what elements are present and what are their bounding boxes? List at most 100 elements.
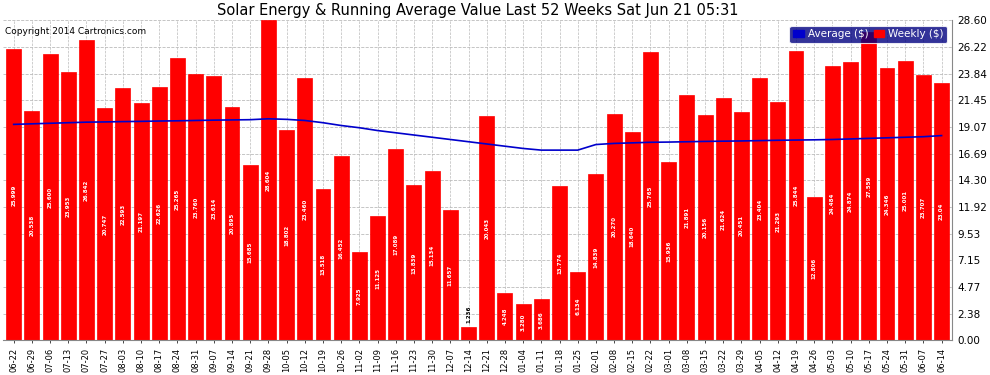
Bar [588,174,603,340]
Bar [425,171,440,340]
Text: 22.626: 22.626 [156,203,161,224]
Text: 20.043: 20.043 [484,217,489,239]
Text: 25.844: 25.844 [794,185,799,207]
Bar [734,111,748,340]
Bar [79,40,94,340]
Bar [570,272,585,340]
Bar [116,87,131,340]
Bar [516,304,531,340]
Bar [188,75,203,340]
Text: 25.001: 25.001 [903,190,908,211]
Text: 18.640: 18.640 [630,225,635,247]
Bar [916,75,931,340]
Bar [552,186,567,340]
Bar [388,149,403,340]
Bar [370,216,385,340]
Bar [625,132,640,340]
Text: 28.604: 28.604 [266,170,271,191]
Bar [243,165,257,340]
Text: 21.197: 21.197 [139,211,144,232]
Bar [60,72,75,341]
Bar [497,293,513,340]
Bar [752,78,767,340]
Text: 1.236: 1.236 [466,306,471,323]
Text: 16.452: 16.452 [339,238,344,259]
Bar [151,87,166,340]
Text: 20.895: 20.895 [230,213,235,234]
Text: 11.125: 11.125 [375,268,380,289]
Text: 4.248: 4.248 [502,308,508,326]
Text: Copyright 2014 Cartronics.com: Copyright 2014 Cartronics.com [5,27,146,36]
Text: 25.765: 25.765 [648,186,653,207]
Text: 23.614: 23.614 [211,198,217,219]
Bar [898,61,913,340]
Legend: Average ($), Weekly ($): Average ($), Weekly ($) [789,26,947,43]
Text: 3.280: 3.280 [521,313,526,331]
Text: 13.774: 13.774 [557,253,562,274]
Text: 23.953: 23.953 [65,196,70,217]
Bar [206,76,222,340]
Text: 20.270: 20.270 [612,216,617,237]
Bar [807,197,822,340]
Bar [770,102,785,340]
Text: 25.999: 25.999 [11,184,16,206]
Text: 15.134: 15.134 [430,245,435,266]
Text: 11.657: 11.657 [447,264,452,286]
Bar [407,186,422,340]
Bar [170,58,185,340]
Bar [716,98,731,340]
Text: 23.460: 23.460 [302,198,307,220]
Text: 21.891: 21.891 [684,207,689,228]
Bar [789,51,804,340]
Bar [261,20,276,340]
Text: 23.760: 23.760 [193,197,198,218]
Bar [861,32,876,340]
Text: 25.600: 25.600 [48,186,52,208]
Bar [679,95,694,340]
Bar [644,52,658,340]
Text: 21.293: 21.293 [775,211,780,232]
Bar [225,106,240,340]
Title: Solar Energy & Running Average Value Last 52 Weeks Sat Jun 21 05:31: Solar Energy & Running Average Value Las… [217,3,739,18]
Text: 13.839: 13.839 [412,252,417,274]
Bar [43,54,57,340]
Bar [279,130,294,340]
Text: 23.404: 23.404 [757,199,762,220]
Bar [843,62,858,340]
Text: 20.451: 20.451 [739,215,743,237]
Text: 25.265: 25.265 [175,188,180,210]
Text: 24.484: 24.484 [830,193,835,214]
Bar [935,82,949,340]
Bar [97,108,112,340]
Text: 12.806: 12.806 [812,258,817,279]
Text: 18.802: 18.802 [284,225,289,246]
Bar [443,210,457,340]
Text: 20.156: 20.156 [703,217,708,238]
Text: 24.874: 24.874 [848,190,853,212]
Text: 26.842: 26.842 [84,180,89,201]
Text: 3.686: 3.686 [539,311,544,328]
Bar [134,103,148,340]
Bar [825,66,840,341]
Text: 20.538: 20.538 [30,215,35,236]
Bar [607,114,622,340]
Text: 15.685: 15.685 [248,242,252,263]
Text: 15.936: 15.936 [666,240,671,262]
Bar [334,156,348,340]
Text: 24.346: 24.346 [884,194,889,215]
Text: 17.089: 17.089 [393,234,398,255]
Text: 21.624: 21.624 [721,209,726,230]
Bar [25,111,40,340]
Bar [316,189,331,340]
Bar [351,252,367,340]
Text: 6.134: 6.134 [575,297,580,315]
Text: 23.04: 23.04 [940,203,944,220]
Bar [461,327,476,340]
Bar [479,116,494,340]
Bar [6,50,21,340]
Text: 7.925: 7.925 [356,287,362,305]
Bar [661,162,676,340]
Bar [879,68,894,341]
Text: 20.747: 20.747 [102,214,107,235]
Bar [297,78,312,340]
